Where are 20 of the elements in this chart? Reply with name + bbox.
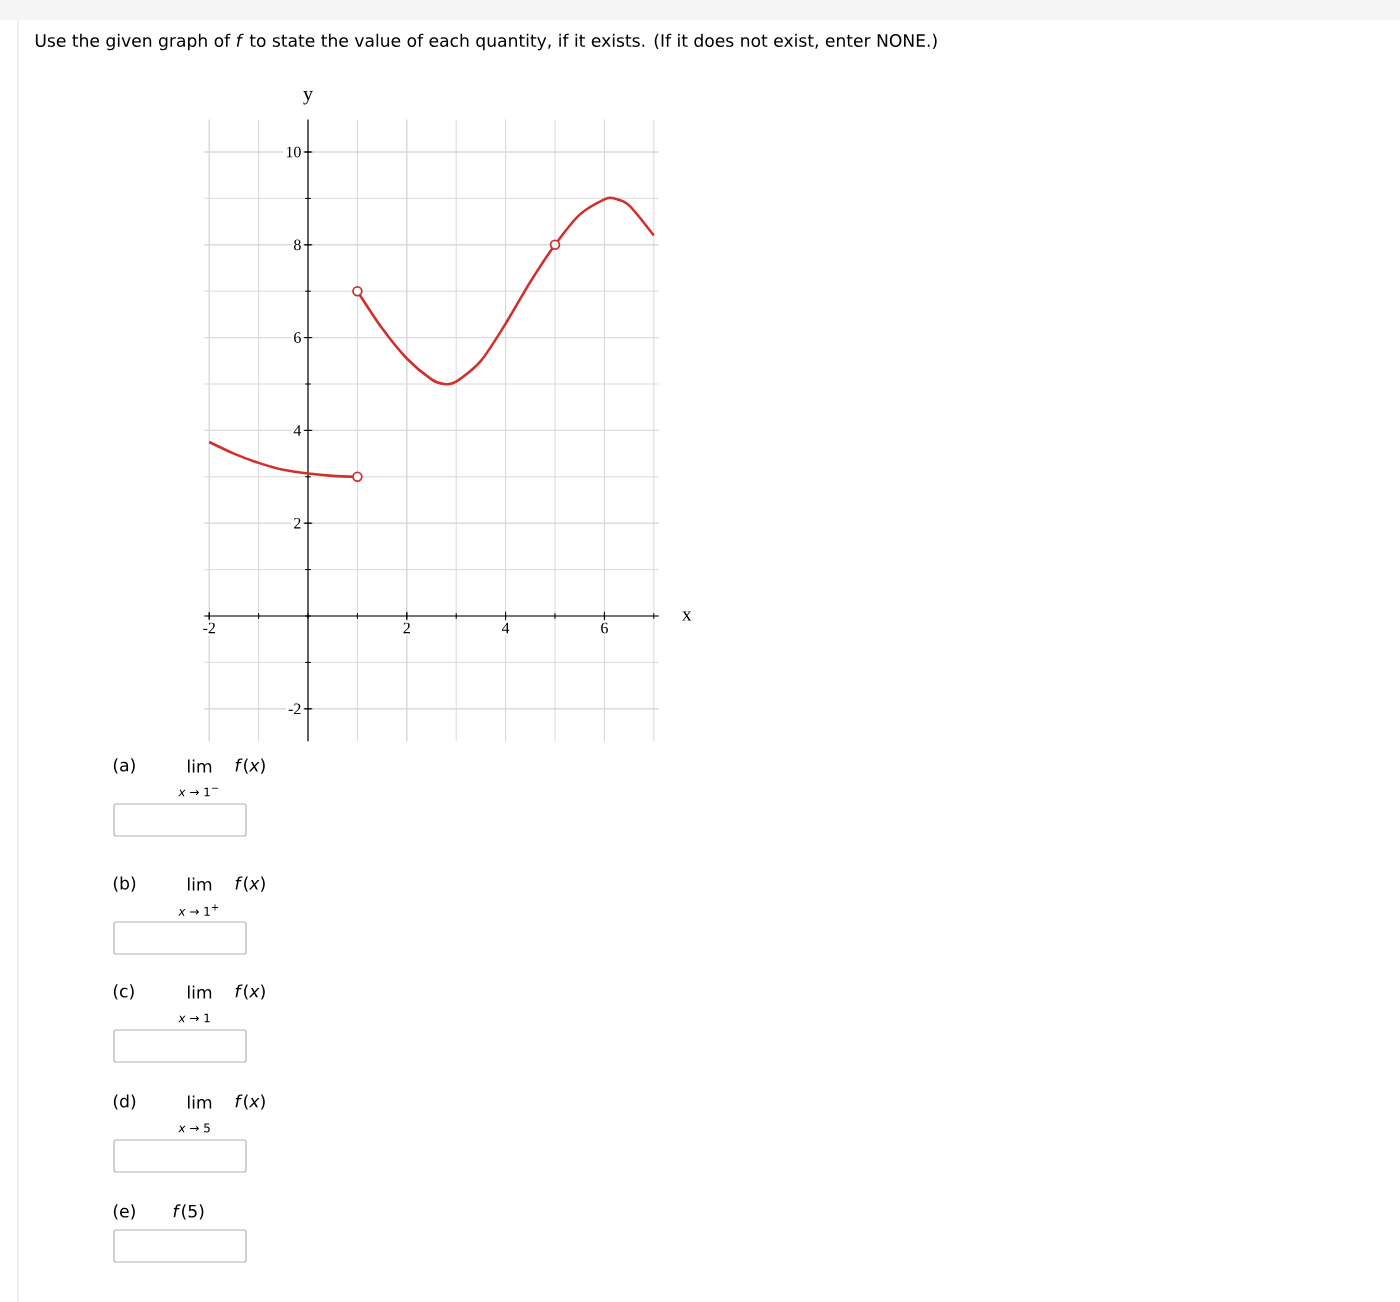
text: f(x)	[235, 876, 265, 892]
text: f(x)	[235, 984, 265, 1000]
point	[352, 471, 363, 482]
point	[549, 239, 561, 250]
chart-title: Use the given graph of f to state the value of each quantity, if it exists. (If it does not exist, enter NONE.)	[35, 33, 937, 51]
y-axis-title: y	[303, 90, 313, 105]
text: (c)	[113, 984, 134, 1000]
text: (a)	[113, 758, 135, 774]
text: (d)	[113, 1094, 136, 1110]
text: f(5)	[173, 1204, 204, 1220]
text: (b)	[113, 876, 136, 892]
text: lim	[188, 759, 212, 773]
text: f(x)	[235, 758, 265, 774]
point	[352, 285, 363, 297]
text: lim	[188, 1095, 212, 1109]
text: f(x)	[235, 1094, 265, 1110]
text: lim	[188, 877, 212, 891]
text: (e)	[113, 1204, 135, 1220]
x-axis-title: x	[681, 611, 692, 621]
text: lim	[188, 985, 212, 999]
